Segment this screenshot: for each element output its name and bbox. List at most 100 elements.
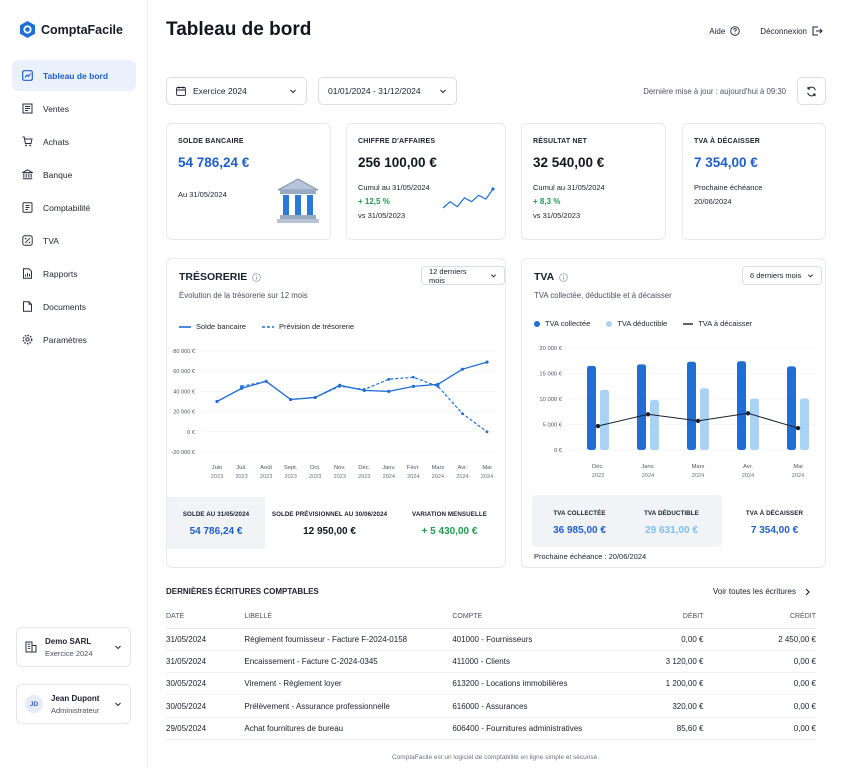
exercise-select[interactable]: Exercice 2024 [166,77,307,105]
data-point-balance [436,382,440,386]
data-point-forecast [436,384,440,388]
table-row[interactable]: 29/05/2024 Achat fournitures de bureau 606… [166,717,816,740]
x-tick-year: 2024 [383,474,395,480]
info-icon[interactable] [559,272,569,282]
data-point-forecast [362,387,366,391]
sparkline-end-point [491,187,495,191]
chevron-down-icon [115,645,121,650]
summary-label: SOLDE PRÉVISIONNEL AU 30/06/2024 [271,511,388,518]
chevron-right-icon [805,588,810,595]
sidebar-item-label: Achats [43,136,69,147]
date-range-select[interactable]: 01/01/2024 - 31/12/2024 [318,77,457,105]
col-credit: CRÉDIT [703,606,816,629]
info-icon[interactable] [252,272,262,282]
summary-label: TVA DÉDUCTIBLE [644,510,699,517]
vat-card: TVA TVA collectée, déductible et à décai… [521,258,826,568]
vat-period-select[interactable]: 6 derniers mois [742,266,823,285]
help-link[interactable]: Aide [709,26,741,36]
sidebar-item-sales[interactable]: Ventes [12,93,136,124]
legend-line-dashed [262,325,275,328]
sidebar-item-tva[interactable]: TVA [12,225,136,256]
treasury-legend: Solde bancaire Prévision de trésorerie [179,322,354,331]
last-updated: Dernière mise à jour : aujourd'hui à 09:… [643,87,786,96]
bar-collected [787,366,796,450]
company-selector[interactable]: Demo SARL Exercice 2024 [16,627,131,667]
table-row[interactable]: 30/05/2024 Virement - Règlement loyer 6132… [166,672,816,696]
sidebar-item-accounting[interactable]: Comptabilité [12,192,136,223]
table-row[interactable]: 31/05/2024 Encaissement - Facture C-2024-… [166,650,816,674]
treasury-title-text: TRÉSORERIE [179,271,248,283]
cell-credit: 0,00 € [703,650,816,674]
app-name: ComptaFacile [41,22,123,37]
table-row[interactable]: 30/05/2024 Prélèvement - Assurance profes… [166,694,816,718]
sidebar: ComptaFacile Tableau de bord Ventes Acha… [0,0,148,768]
vat-title: TVA [534,271,569,283]
sidebar-item-documents[interactable]: Documents [12,291,136,322]
top-links: Aide Déconnexion [709,26,823,36]
user-menu[interactable]: JD Jean Dupont Administrateur [16,684,131,724]
vat-period-value: 6 derniers mois [750,271,802,280]
treasury-period-select[interactable]: 12 derniers mois [421,266,505,285]
cell-credit: 2 450,00 € [703,628,816,651]
data-point-balance [485,360,489,364]
cell-credit: 0,00 € [703,717,816,740]
cell-account: 613200 - Locations immobilières [452,672,644,696]
dashboard-icon [22,70,33,81]
cell-date: 30/05/2024 [166,672,245,696]
cell-debit: 3 120,00 € [643,650,704,674]
sidebar-item-label: Tableau de bord [43,70,109,81]
refresh-button[interactable] [797,77,826,105]
bar-collected [687,361,696,450]
x-tick-label: Nov. [334,465,346,471]
help-label: Aide [709,26,726,36]
sidebar-item-reports[interactable]: Rapports [12,258,136,289]
view-all-entries-link[interactable]: Voir toutes les écritures [713,587,811,596]
x-tick-year: 2024 [642,473,654,479]
bar-collected [587,365,596,450]
kpi-vs: vs 31/05/2023 [358,211,406,220]
table-row[interactable]: 31/05/2024 Règlement fournisseur - Factur… [166,628,816,651]
sidebar-item-settings[interactable]: Paramètres [12,324,136,355]
legend-item-deductible: TVA déductible [606,319,667,328]
col-account: COMPTE [452,606,644,629]
footer: ComptaFacile est un logiciel de comptabi… [391,754,600,761]
avatar: JD [25,695,43,713]
summary-label: SOLDE AU 31/05/2024 [182,511,250,518]
y-tick-label: 80 000 € [173,349,196,355]
sparkline-line [442,188,494,209]
cell-label: Achat fournitures de bureau [244,717,453,740]
x-tick-label: Mars [692,464,705,470]
legend-label: Prévision de trésorerie [279,322,355,331]
cell-account: 401000 - Fournisseurs [452,628,644,651]
vat-next-deadline: Prochaine échéance : 20/06/2024 [534,552,647,561]
logo[interactable]: ComptaFacile [20,21,123,38]
treasury-title: TRÉSORERIE [179,271,262,283]
sidebar-item-bank[interactable]: Banque [12,159,136,190]
date-range-value: 01/01/2024 - 31/12/2024 [328,86,421,96]
cell-debit: 0,00 € [643,628,704,651]
sidebar-item-label: Documents [43,301,86,312]
x-tick-label: Févr. [407,465,420,471]
chevron-down-icon [290,89,296,94]
logout-link[interactable]: Déconnexion [760,26,823,36]
legend-line-dark [683,322,694,325]
cell-account: 411000 - Clients [452,650,644,674]
y-tick-label: 10 000 € [539,397,562,403]
sidebar-item-dashboard[interactable]: Tableau de bord [12,60,136,91]
x-tick-label: Avr. [743,464,753,470]
cell-date: 31/05/2024 [166,628,245,651]
x-tick-year: 2024 [456,474,468,480]
vat-legend: TVA collectée TVA déductible TVA à décai… [534,319,752,328]
sidebar-item-purchases[interactable]: Achats [12,126,136,157]
kpi-revenue: CHIFFRE D'AFFAIRES 256 100,00 € Cumul au… [346,123,506,240]
x-tick-label: Janv. [382,465,396,471]
x-tick-year: 2024 [432,474,444,480]
logo-icon [20,21,35,38]
data-point-due [695,418,701,424]
bar-collected [637,364,646,450]
cell-label: Virement - Règlement loyer [244,672,453,696]
bank-icon [22,169,33,180]
logout-label: Déconnexion [760,26,807,36]
kpi-change: + 12,5 % [358,197,390,206]
tax-icon [22,235,33,246]
